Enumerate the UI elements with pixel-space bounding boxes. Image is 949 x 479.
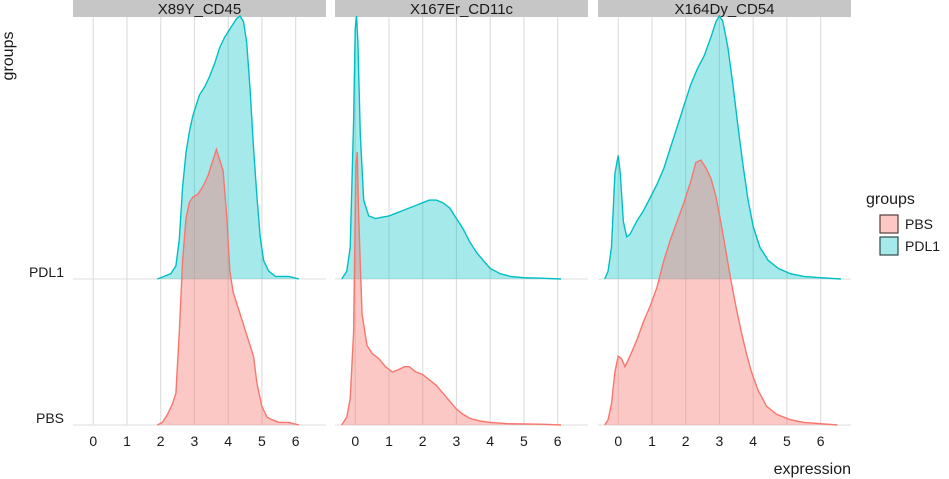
x-tick-label: 6 xyxy=(817,433,825,449)
x-tick-label: 0 xyxy=(89,433,97,449)
x-tick-label: 3 xyxy=(453,433,461,449)
density-line-pdl1 xyxy=(157,14,300,280)
x-tick-label: 5 xyxy=(783,433,791,449)
x-tick-label: 2 xyxy=(419,433,427,449)
facet-strip-label: X164Dy_CD54 xyxy=(674,1,774,18)
x-tick-label: 2 xyxy=(682,433,690,449)
x-tick-label: 4 xyxy=(749,433,757,449)
x-tick-label: 1 xyxy=(648,433,656,449)
density-line-pbs xyxy=(156,147,300,426)
density-line-pbs xyxy=(604,159,838,426)
x-tick-label: 1 xyxy=(123,433,131,449)
facet-panel: X164Dy_CD54 0 1 2 3 4 5 6 xyxy=(598,0,851,449)
density-area-pbs xyxy=(341,152,561,425)
x-tick-label: 5 xyxy=(258,433,266,449)
density-line-pbs xyxy=(341,152,562,426)
density-area-pdl1 xyxy=(157,16,299,279)
legend-key-border xyxy=(879,214,899,234)
facet-strip-label: X89Y_CD45 xyxy=(158,1,241,18)
x-tick-label: 3 xyxy=(716,433,724,449)
legend-title: groups xyxy=(866,191,915,208)
x-tick-label: 5 xyxy=(520,433,528,449)
facet-panel: X89Y_CD45 0 1 2 3 4 5 6 xyxy=(73,0,326,449)
x-tick-label: 6 xyxy=(554,433,562,449)
x-tick-label: 4 xyxy=(224,433,232,449)
legend-key-border xyxy=(879,236,899,256)
density-line-pdl1 xyxy=(341,15,562,280)
y-tick-label: PBS xyxy=(36,410,64,426)
x-tick-label: 3 xyxy=(191,433,199,449)
density-area-pbs xyxy=(604,160,838,425)
x-tick-label: 6 xyxy=(292,433,300,449)
x-axis-title: expression xyxy=(774,461,851,478)
legend-key-pdl1 xyxy=(879,236,899,256)
x-tick-label: 4 xyxy=(486,433,494,449)
legend: groups PBS PDL1 xyxy=(866,191,940,256)
density-area-pdl1 xyxy=(341,16,561,279)
facet-strip xyxy=(73,0,326,17)
x-tick-label: 0 xyxy=(351,433,359,449)
y-axis: PBS PDL1 xyxy=(29,264,64,426)
density-line-pdl1 xyxy=(604,14,841,280)
legend-label: PDL1 xyxy=(905,238,940,254)
x-tick-label: 1 xyxy=(385,433,393,449)
facet-strip-label: X167Er_CD11c xyxy=(410,1,514,18)
y-axis-title: groups xyxy=(0,32,17,81)
legend-label: PBS xyxy=(905,216,933,232)
x-tick-label: 0 xyxy=(614,433,622,449)
facet-panel: X167Er_CD11c 0 1 2 3 4 5 6 xyxy=(335,0,588,449)
facet-strip xyxy=(598,0,851,17)
facet-strip xyxy=(335,0,588,17)
y-tick-label: PDL1 xyxy=(29,264,64,280)
x-tick-label: 2 xyxy=(157,433,165,449)
density-area-pbs xyxy=(157,149,299,425)
density-area-pdl1 xyxy=(604,16,841,279)
legend-key-pbs xyxy=(879,214,899,234)
